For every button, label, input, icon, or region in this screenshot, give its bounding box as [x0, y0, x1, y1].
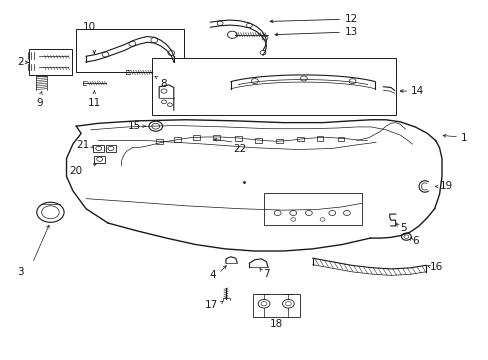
Text: 18: 18 — [269, 319, 282, 329]
Text: 9: 9 — [36, 98, 43, 108]
Text: 1: 1 — [460, 133, 466, 143]
Text: 16: 16 — [429, 262, 442, 272]
Text: 22: 22 — [232, 144, 246, 154]
Text: 14: 14 — [410, 86, 424, 96]
Text: 21: 21 — [76, 140, 89, 150]
Bar — [93, 145, 104, 152]
Bar — [235, 136, 242, 140]
Text: 4: 4 — [209, 270, 216, 280]
Text: 6: 6 — [412, 236, 419, 246]
Bar — [193, 135, 200, 140]
Bar — [173, 137, 180, 141]
Text: 2: 2 — [18, 57, 24, 67]
Text: 20: 20 — [70, 166, 82, 176]
Bar — [156, 139, 162, 144]
Bar — [212, 135, 219, 140]
Bar — [94, 156, 105, 163]
Text: 7: 7 — [263, 269, 269, 279]
Text: 8: 8 — [161, 79, 167, 89]
Bar — [276, 139, 283, 143]
Text: 13: 13 — [344, 27, 357, 37]
Bar — [152, 58, 395, 116]
Text: 3: 3 — [17, 267, 23, 277]
Text: 19: 19 — [439, 181, 452, 192]
Bar — [264, 193, 361, 225]
Bar — [337, 136, 344, 141]
Bar — [29, 49, 72, 75]
Text: 12: 12 — [344, 14, 357, 24]
Text: 10: 10 — [82, 22, 96, 32]
Bar — [76, 29, 183, 72]
Bar — [254, 138, 261, 143]
Bar — [253, 294, 299, 317]
Text: 15: 15 — [128, 121, 141, 131]
Text: 17: 17 — [204, 300, 217, 310]
Bar — [105, 145, 116, 152]
Text: 5: 5 — [400, 224, 407, 233]
Text: 11: 11 — [87, 98, 101, 108]
Bar — [297, 136, 304, 141]
Bar — [316, 136, 323, 140]
